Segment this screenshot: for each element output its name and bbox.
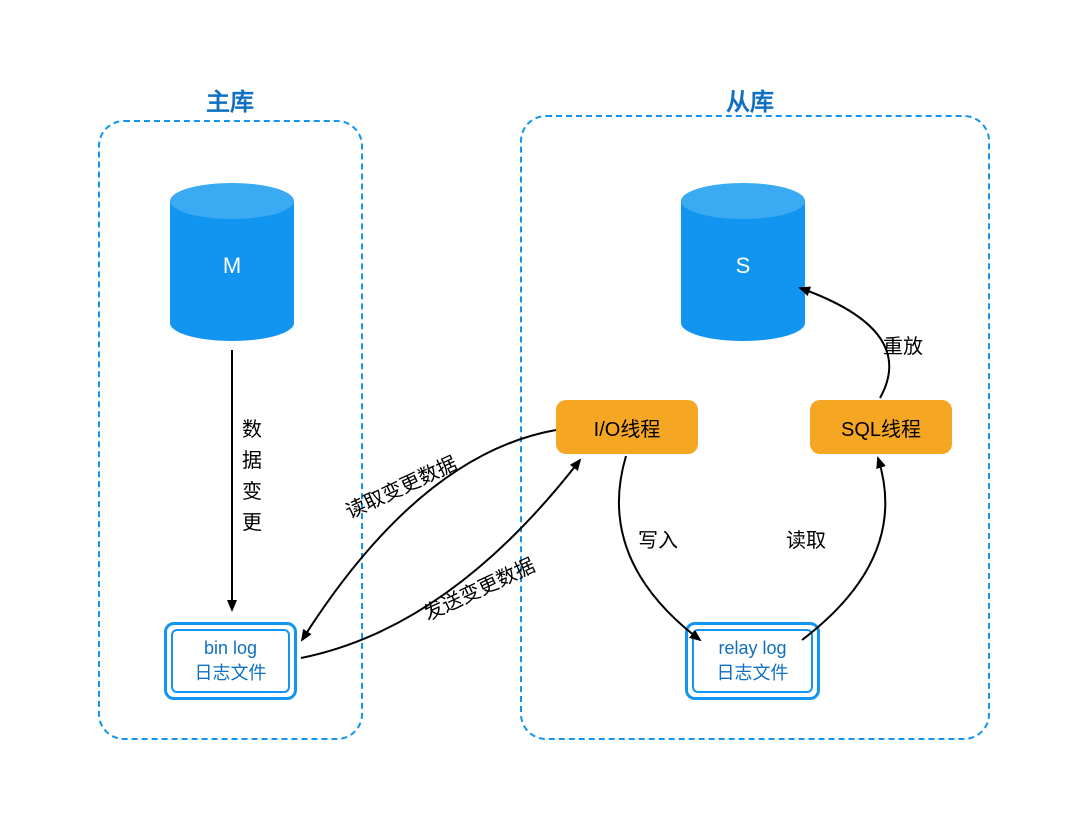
- relaylog-label-1: relay log: [718, 636, 786, 661]
- db-slave-label: S: [681, 253, 805, 279]
- edge-label-data-change: 数据变更: [242, 415, 262, 539]
- sql-thread-node: SQL线程: [810, 400, 952, 454]
- db-slave-node: S: [681, 183, 805, 341]
- db-master-node: M: [170, 183, 294, 341]
- edge-label-replay: 重放: [883, 330, 923, 359]
- binlog-label-2: 日志文件: [195, 661, 267, 686]
- edge-label-write: 写入: [638, 524, 678, 553]
- io-thread-node: I/O线程: [556, 400, 698, 454]
- binlog-label-1: bin log: [204, 636, 257, 661]
- edge-label-read: 读取: [786, 524, 826, 553]
- relaylog-node: relay log 日志文件: [685, 622, 820, 700]
- slave-group-title: 从库: [720, 82, 780, 117]
- db-master-label: M: [170, 253, 294, 279]
- binlog-node: bin log 日志文件: [164, 622, 297, 700]
- master-group-title: 主库: [200, 82, 260, 117]
- relaylog-label-2: 日志文件: [717, 661, 789, 686]
- diagram-canvas: 主库 从库 M S I/O线程 SQL线程 bin log 日志文件 relay…: [0, 0, 1080, 816]
